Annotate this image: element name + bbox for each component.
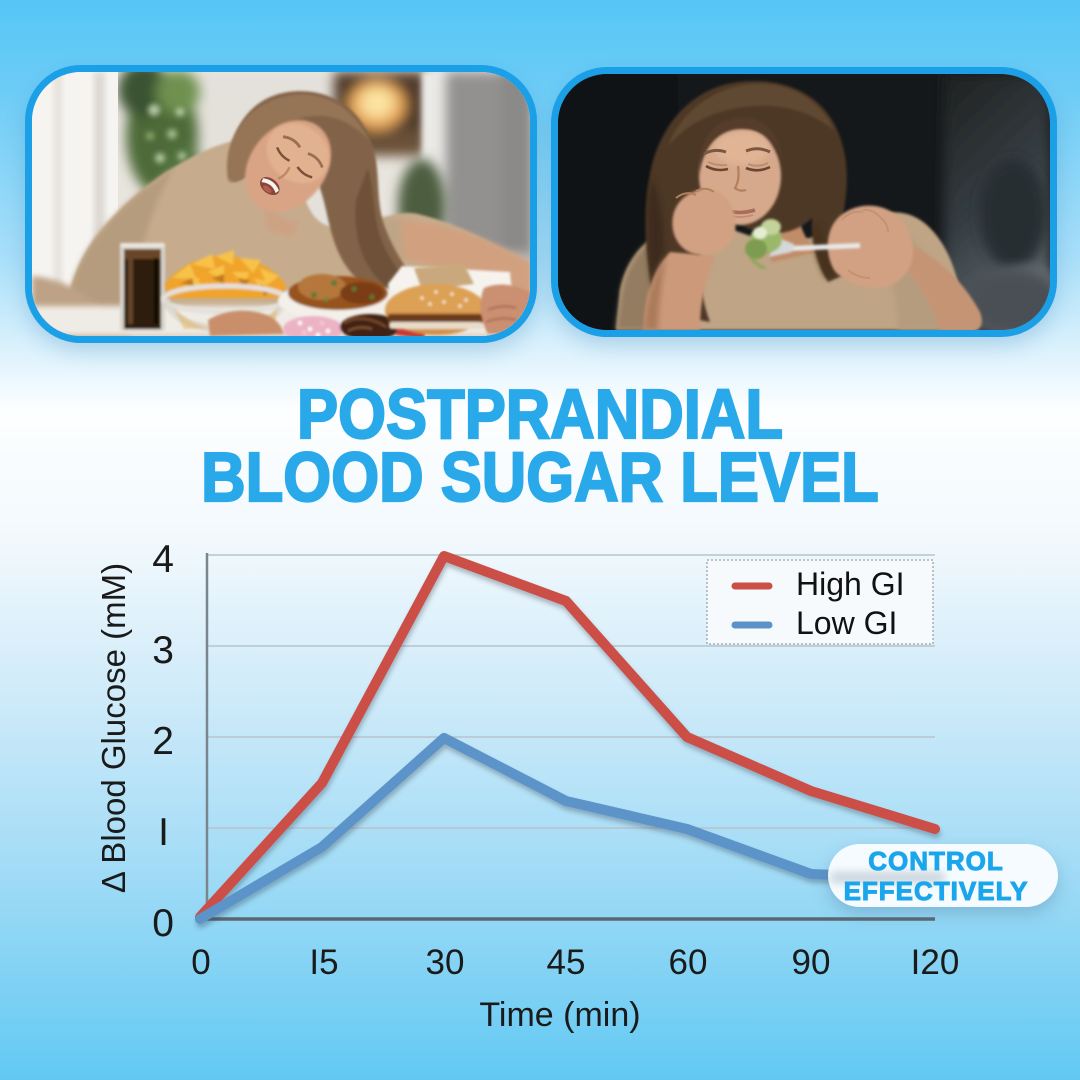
svg-text:0: 0 [191,943,210,982]
svg-text:I: I [158,811,169,854]
svg-text:High GI: High GI [796,566,904,602]
svg-text:I20: I20 [911,943,960,982]
svg-text:90: 90 [792,943,831,982]
svg-text:30: 30 [426,943,465,982]
svg-text:45: 45 [547,943,586,982]
svg-text:Low GI: Low GI [796,605,897,641]
svg-text:0: 0 [152,902,174,945]
svg-text:2: 2 [152,720,174,763]
svg-text:3: 3 [152,629,174,672]
svg-text:4: 4 [152,538,174,581]
svg-text:Δ Blood Glucose (mM): Δ Blood Glucose (mM) [95,563,132,893]
svg-text:I5: I5 [309,943,338,982]
svg-text:Time (min): Time (min) [479,996,640,1034]
svg-text:60: 60 [669,943,708,982]
